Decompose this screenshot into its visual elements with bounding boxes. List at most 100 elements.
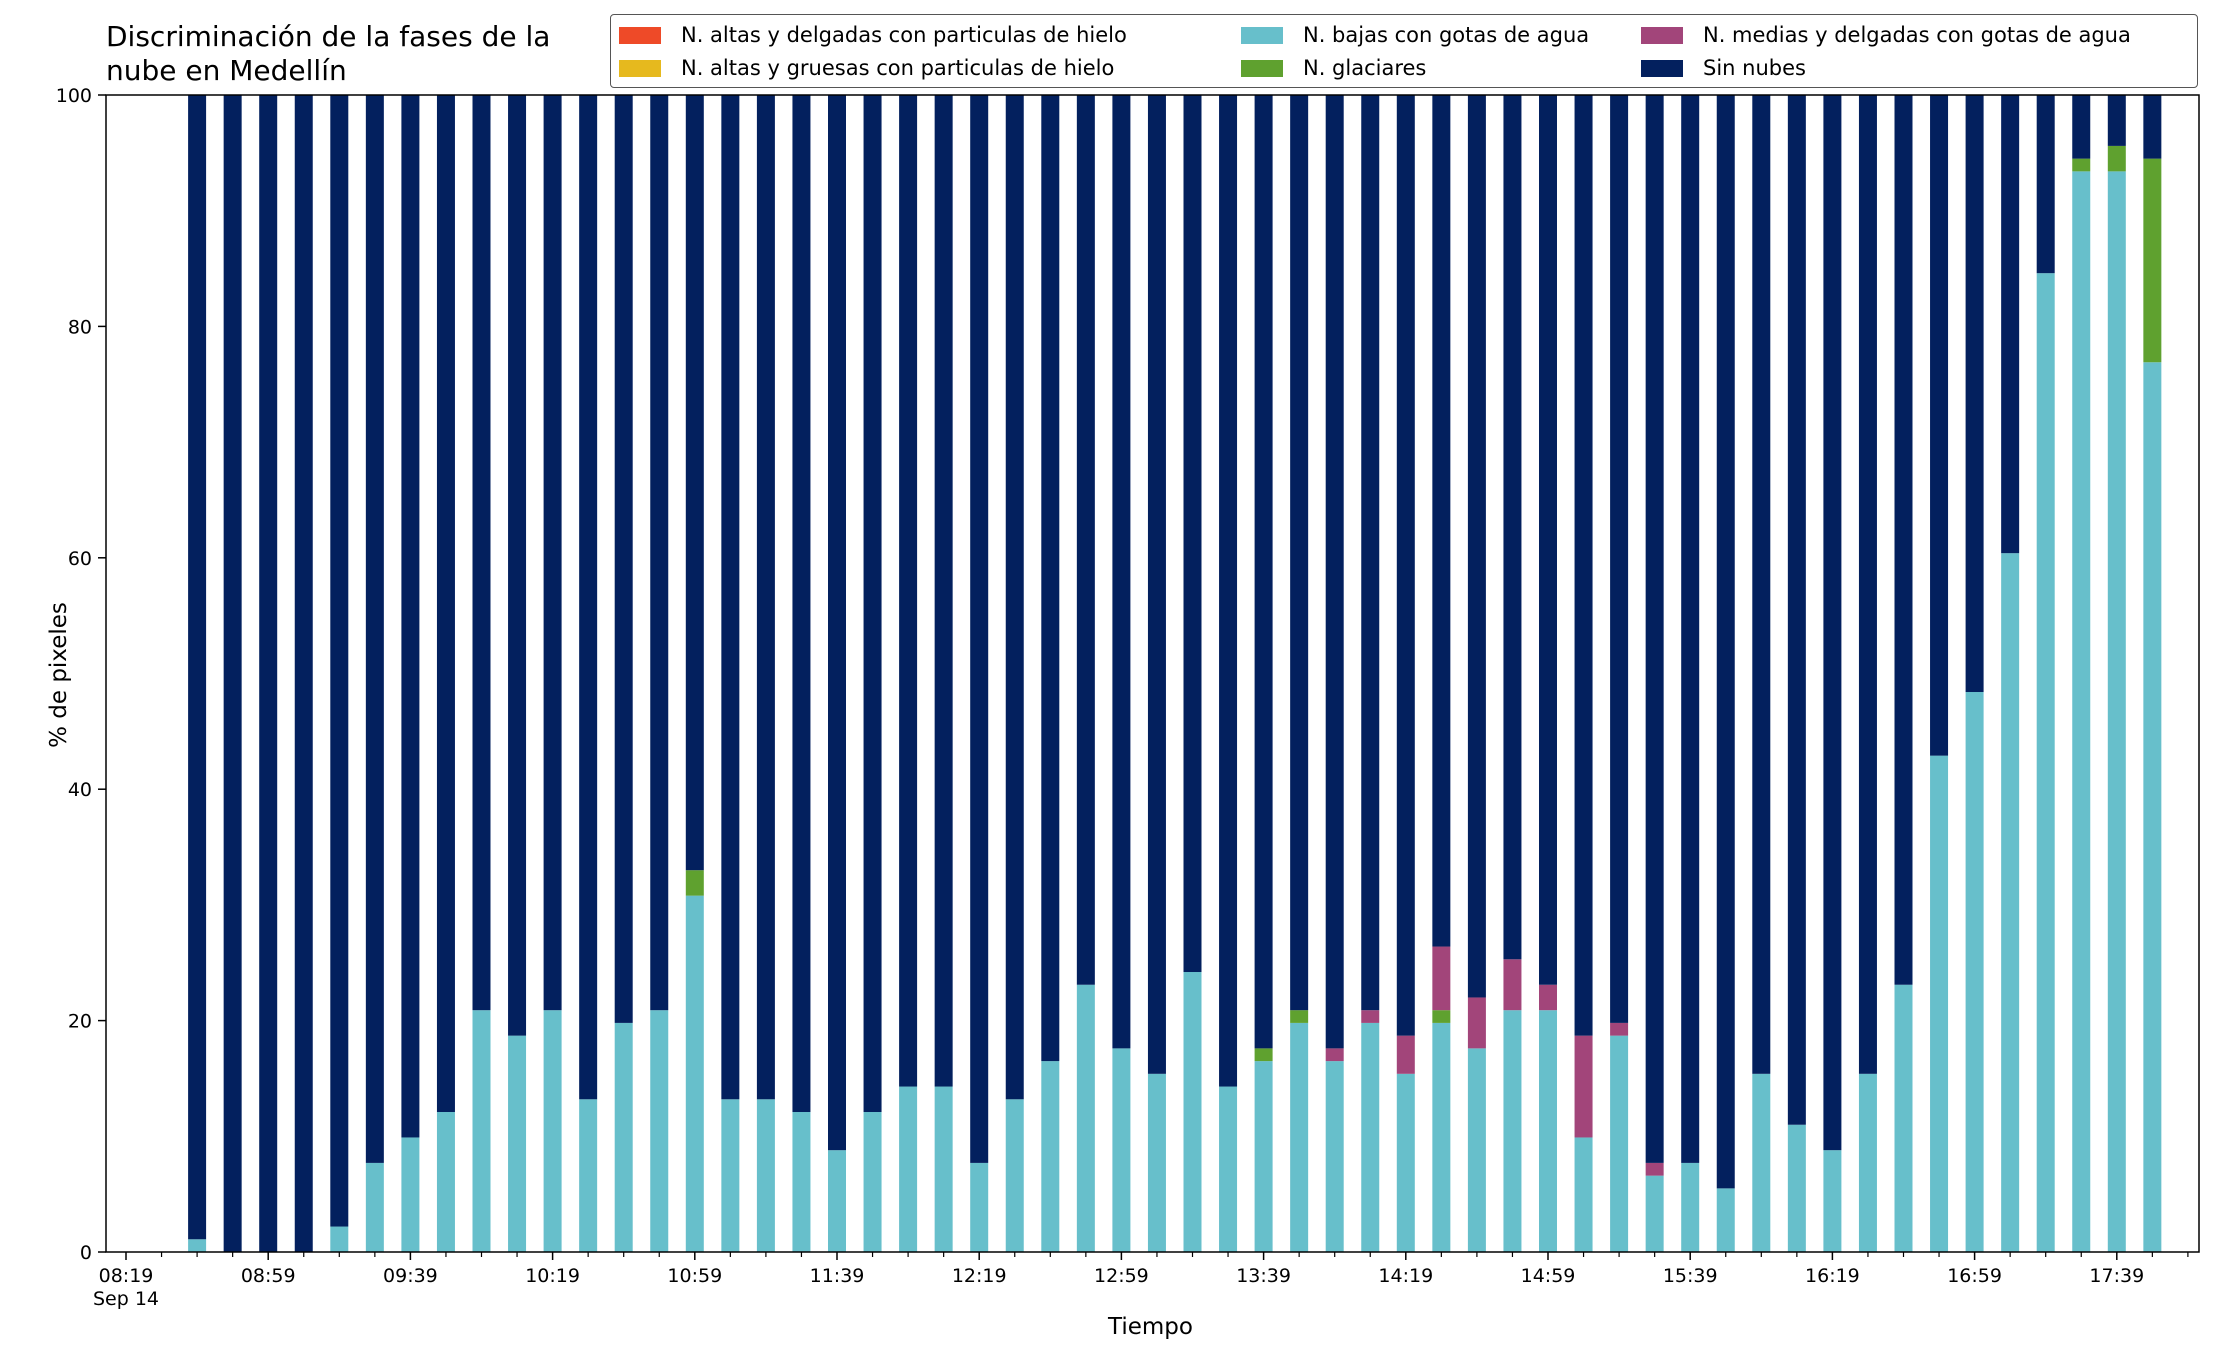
bar-segment xyxy=(1254,1061,1273,1252)
bar-segment xyxy=(756,1099,775,1252)
bar-segment xyxy=(223,95,242,1252)
bar-segment xyxy=(1325,1061,1344,1252)
bar-segment xyxy=(1254,1048,1273,1062)
bar-segment xyxy=(1610,1022,1629,1036)
bar-segment xyxy=(1645,95,1664,1163)
bar-segment xyxy=(259,95,278,1252)
bar-segment xyxy=(579,95,598,1100)
bar-segment xyxy=(1254,95,1273,1049)
bar-segment xyxy=(1005,1099,1024,1252)
x-tick-label: 08:19 Sep 14 xyxy=(93,1265,159,1310)
chart-legend: N. altas y delgadas con particulas de hi… xyxy=(610,14,2198,88)
x-tick-label: 10:19 xyxy=(525,1265,580,1287)
legend-item: N. bajas con gotas de agua xyxy=(1241,20,1589,50)
legend-item: Sin nubes xyxy=(1641,53,1806,83)
bar-segment xyxy=(2107,95,2126,146)
bar-segment xyxy=(1787,1124,1806,1252)
bar-segment xyxy=(1681,1162,1700,1252)
legend-swatch xyxy=(619,59,661,77)
bar-segment xyxy=(1574,1137,1593,1252)
bar-segment xyxy=(2107,171,2126,1253)
bar-segment xyxy=(1752,95,1771,1074)
legend-label: N. medias y delgadas con gotas de agua xyxy=(1703,23,2131,47)
bar-segment xyxy=(970,95,989,1163)
y-tick-label: 20 xyxy=(68,1011,92,1033)
bar-segment xyxy=(1610,95,1629,1023)
bar-segment xyxy=(1574,95,1593,1036)
bar-segment xyxy=(1361,1010,1380,1023)
bar-segment xyxy=(2072,95,2091,159)
y-axis: 0 20 40 60 80 100 xyxy=(56,85,106,1264)
bar-segment xyxy=(1290,1010,1309,1023)
y-tick-label: 80 xyxy=(68,316,92,338)
x-tick-label: 15:39 xyxy=(1663,1265,1718,1287)
bar-segment xyxy=(188,1239,207,1252)
bar-segment xyxy=(650,95,669,1011)
x-tick-label: 16:59 xyxy=(1947,1265,2002,1287)
x-tick-label: 08:59 xyxy=(241,1265,296,1287)
legend-label: N. altas y delgadas con particulas de hi… xyxy=(681,23,1127,47)
bar-segment xyxy=(1112,95,1131,1049)
bar-segment xyxy=(436,95,455,1112)
bar-segment xyxy=(1716,1188,1735,1252)
bar-segment xyxy=(1467,95,1486,998)
bar-segment xyxy=(543,95,562,1011)
bar-segment xyxy=(2036,273,2055,1252)
bar-segment xyxy=(1432,946,1451,1011)
x-tick-label: 16:19 xyxy=(1805,1265,1860,1287)
bar-segment xyxy=(508,1035,527,1252)
bar-segment xyxy=(330,95,349,1227)
bar-segment xyxy=(1503,95,1522,960)
bar-segment xyxy=(1183,95,1202,973)
bar-segment xyxy=(2072,158,2091,172)
bar-segment xyxy=(1396,1035,1415,1074)
bar-segment xyxy=(934,95,953,1087)
bar-segment xyxy=(1716,95,1735,1189)
bar-segment xyxy=(472,1010,491,1252)
bar-segment xyxy=(1361,1022,1380,1252)
bar-segment xyxy=(1467,997,1486,1049)
bar-segment xyxy=(899,1086,918,1252)
legend-swatch xyxy=(1641,26,1683,44)
bar-segment xyxy=(721,1099,740,1252)
bar-segment xyxy=(1503,1010,1522,1252)
bar-segment xyxy=(579,1099,598,1252)
bar-segment xyxy=(1645,1162,1664,1176)
bar-segment xyxy=(472,95,491,1011)
bar-segment xyxy=(1930,755,1949,1252)
x-tick-label: 12:19 xyxy=(952,1265,1007,1287)
bar-segment xyxy=(188,95,207,1240)
bar-segment xyxy=(1290,1022,1309,1252)
bar-segment xyxy=(614,1022,633,1252)
bar-segment xyxy=(401,95,420,1138)
bar-segment xyxy=(828,95,846,1151)
bar-segment xyxy=(1147,1073,1166,1252)
bar-segment xyxy=(792,95,811,1112)
legend-label: N. glaciares xyxy=(1303,56,1427,80)
bar-segment xyxy=(2143,362,2162,1252)
bar-segment xyxy=(756,95,775,1100)
bar-segment xyxy=(1432,1010,1451,1023)
bar-segment xyxy=(685,95,704,871)
bar-segment xyxy=(1645,1175,1664,1252)
bar-segment xyxy=(685,895,704,1252)
bar-segment xyxy=(863,95,882,1112)
bar-segment xyxy=(970,1162,989,1252)
bar-segment xyxy=(1503,959,1522,1011)
bar-segment xyxy=(1823,95,1842,1151)
bar-segment xyxy=(1147,95,1166,1074)
bar-segment xyxy=(365,95,384,1163)
bar-segment xyxy=(401,1137,420,1252)
bar-segment xyxy=(1005,95,1024,1100)
bar-segment xyxy=(330,1226,349,1252)
bar-segment xyxy=(1752,1073,1771,1252)
bar-segment xyxy=(1965,95,1984,693)
bar-segment xyxy=(1076,95,1095,985)
bar-segment xyxy=(1432,1022,1451,1252)
legend-swatch xyxy=(1241,59,1283,77)
legend-label: N. altas y gruesas con particulas de hie… xyxy=(681,56,1115,80)
bar-segment xyxy=(1432,95,1451,947)
chart-title: Discriminación de la fases de la nube en… xyxy=(106,20,551,87)
bar-segment xyxy=(1076,984,1095,1252)
